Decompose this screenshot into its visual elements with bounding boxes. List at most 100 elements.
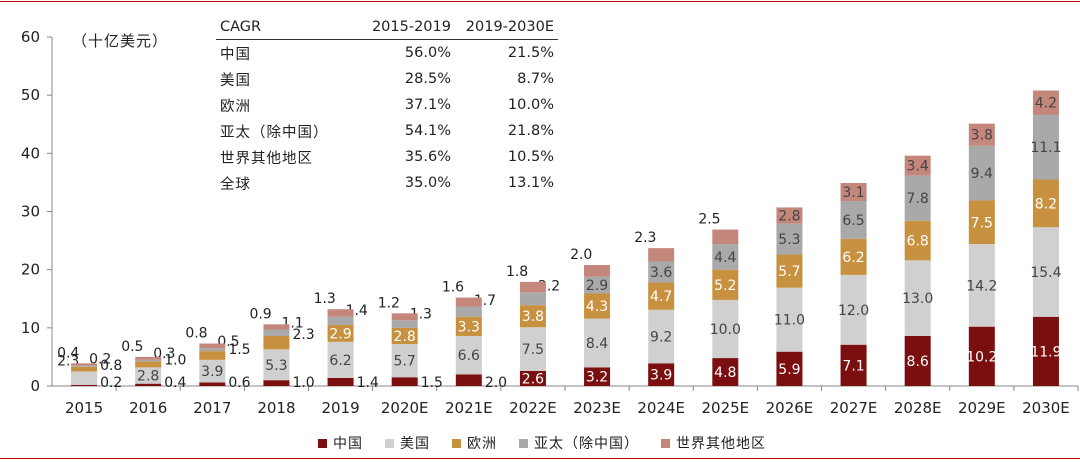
bar-segment — [712, 269, 739, 300]
bar-segment — [391, 344, 418, 378]
data-label: 5.2 — [714, 278, 736, 294]
data-label: 1.5 — [228, 342, 250, 358]
bar-segment — [455, 335, 482, 375]
cagr-cell: 8.7% — [517, 71, 554, 87]
y-tick-label: 40 — [21, 144, 40, 162]
bar-segment — [584, 276, 611, 294]
bar-segment — [71, 365, 98, 367]
bar-segment — [968, 123, 995, 146]
bar-segment — [1032, 227, 1059, 317]
region-cell: 美国 — [220, 72, 251, 89]
bar-segment — [968, 200, 995, 245]
bottom-border — [0, 458, 1080, 459]
bar-segment — [263, 324, 290, 330]
bar-segment — [455, 297, 482, 307]
data-label: 8.6 — [907, 354, 929, 370]
data-label: 10.0 — [710, 322, 741, 338]
data-label: 5.7 — [778, 264, 800, 280]
table-row: 美国 28.5% 8.7% — [216, 66, 558, 92]
data-label: 0.9 — [249, 306, 271, 322]
x-tick-label: 2025E — [701, 399, 749, 417]
bar-segment — [455, 316, 482, 336]
data-label: 5.9 — [778, 362, 800, 378]
cagr-cell: 13.1% — [507, 175, 554, 191]
data-label: 2.3 — [634, 230, 656, 246]
bar-segment — [904, 335, 931, 386]
y-tick-label: 20 — [21, 261, 40, 279]
bar-segment — [648, 309, 675, 364]
cagr-cell: 28.5% — [404, 71, 451, 87]
data-label: 1.8 — [506, 264, 528, 280]
cagr-cell: 54.1% — [404, 123, 451, 139]
x-tick-label: 2016 — [129, 399, 167, 417]
bar-segment — [840, 182, 867, 202]
data-label: 8.4 — [586, 336, 608, 352]
data-label: 2.0 — [570, 247, 592, 263]
region-cell: 世界其他地区 — [220, 150, 313, 167]
legend-item-europe: 欧洲 — [452, 433, 497, 453]
x-tick-label: 2027E — [830, 399, 878, 417]
data-label: 0.2 — [100, 375, 122, 391]
cagr-cell: 10.0% — [507, 97, 554, 113]
bar-segment — [584, 265, 611, 277]
y-tick-label: 0 — [30, 377, 40, 395]
x-tick-label: 2017 — [193, 399, 231, 417]
data-label: 2.0 — [485, 375, 507, 391]
data-label: 1.4 — [357, 375, 379, 391]
data-label: 1.0 — [164, 353, 186, 369]
bar-segment — [840, 344, 867, 386]
data-label: 4.3 — [586, 299, 608, 315]
bar-segment — [968, 244, 995, 327]
cagr-cell: 37.1% — [404, 97, 451, 113]
y-tick-label: 10 — [21, 319, 40, 337]
bar-segment — [776, 207, 803, 224]
x-tick-label: 2019 — [321, 399, 359, 417]
legend-swatch — [519, 438, 528, 448]
data-label: 6.5 — [842, 213, 864, 229]
data-label: 3.9 — [650, 368, 672, 384]
bar-segment — [1032, 114, 1059, 180]
table-row: 亚太（除中国） 54.1% 21.8% — [216, 118, 558, 144]
data-label: 6.2 — [329, 353, 351, 369]
bar-segment — [1032, 316, 1059, 386]
data-label: 3.1 — [842, 185, 864, 201]
bar-segment — [712, 299, 739, 359]
legend-label: 美国 — [400, 436, 430, 452]
top-border — [0, 1, 1080, 2]
data-label: 2.9 — [329, 326, 351, 342]
bar-segment — [263, 349, 290, 381]
bar-segment — [648, 261, 675, 283]
bar-segment — [776, 287, 803, 352]
data-label: 8.2 — [1035, 196, 1057, 212]
cagr-cell: 35.0% — [404, 175, 451, 191]
table-row: 中国 56.0% 21.5% — [216, 40, 558, 67]
data-label: 0.4 — [57, 345, 79, 361]
bar-segment — [968, 145, 995, 201]
bar-segment — [199, 348, 226, 352]
bar-segment — [840, 201, 867, 239]
data-label: 2.8 — [778, 209, 800, 225]
bar-segment — [712, 244, 739, 270]
data-label: 2.3 — [292, 327, 314, 343]
bar-segment — [263, 335, 290, 350]
data-label: 11.9 — [1030, 344, 1061, 360]
data-label: 3.9 — [201, 364, 223, 380]
bar-segment — [327, 324, 354, 342]
bar-segment — [776, 254, 803, 288]
region-cell: 亚太（除中国） — [220, 124, 329, 141]
bar-segment — [391, 313, 418, 321]
data-label: 6.8 — [907, 234, 929, 250]
data-label: 2.5 — [698, 212, 720, 228]
x-tick-label: 2024E — [637, 399, 685, 417]
data-label: 3.3 — [458, 319, 480, 335]
x-tick-label: 2020E — [381, 399, 429, 417]
bar-segment — [519, 305, 546, 328]
data-label: 2.6 — [522, 371, 544, 387]
data-label: 5.7 — [394, 354, 416, 370]
cagr-header: CAGR — [216, 14, 352, 40]
data-label: 10.2 — [966, 349, 997, 365]
data-label: 1.3 — [314, 291, 336, 307]
data-label: 3.4 — [907, 159, 929, 175]
data-label: 11.1 — [1030, 140, 1061, 156]
x-tick-label: 2021E — [445, 399, 493, 417]
